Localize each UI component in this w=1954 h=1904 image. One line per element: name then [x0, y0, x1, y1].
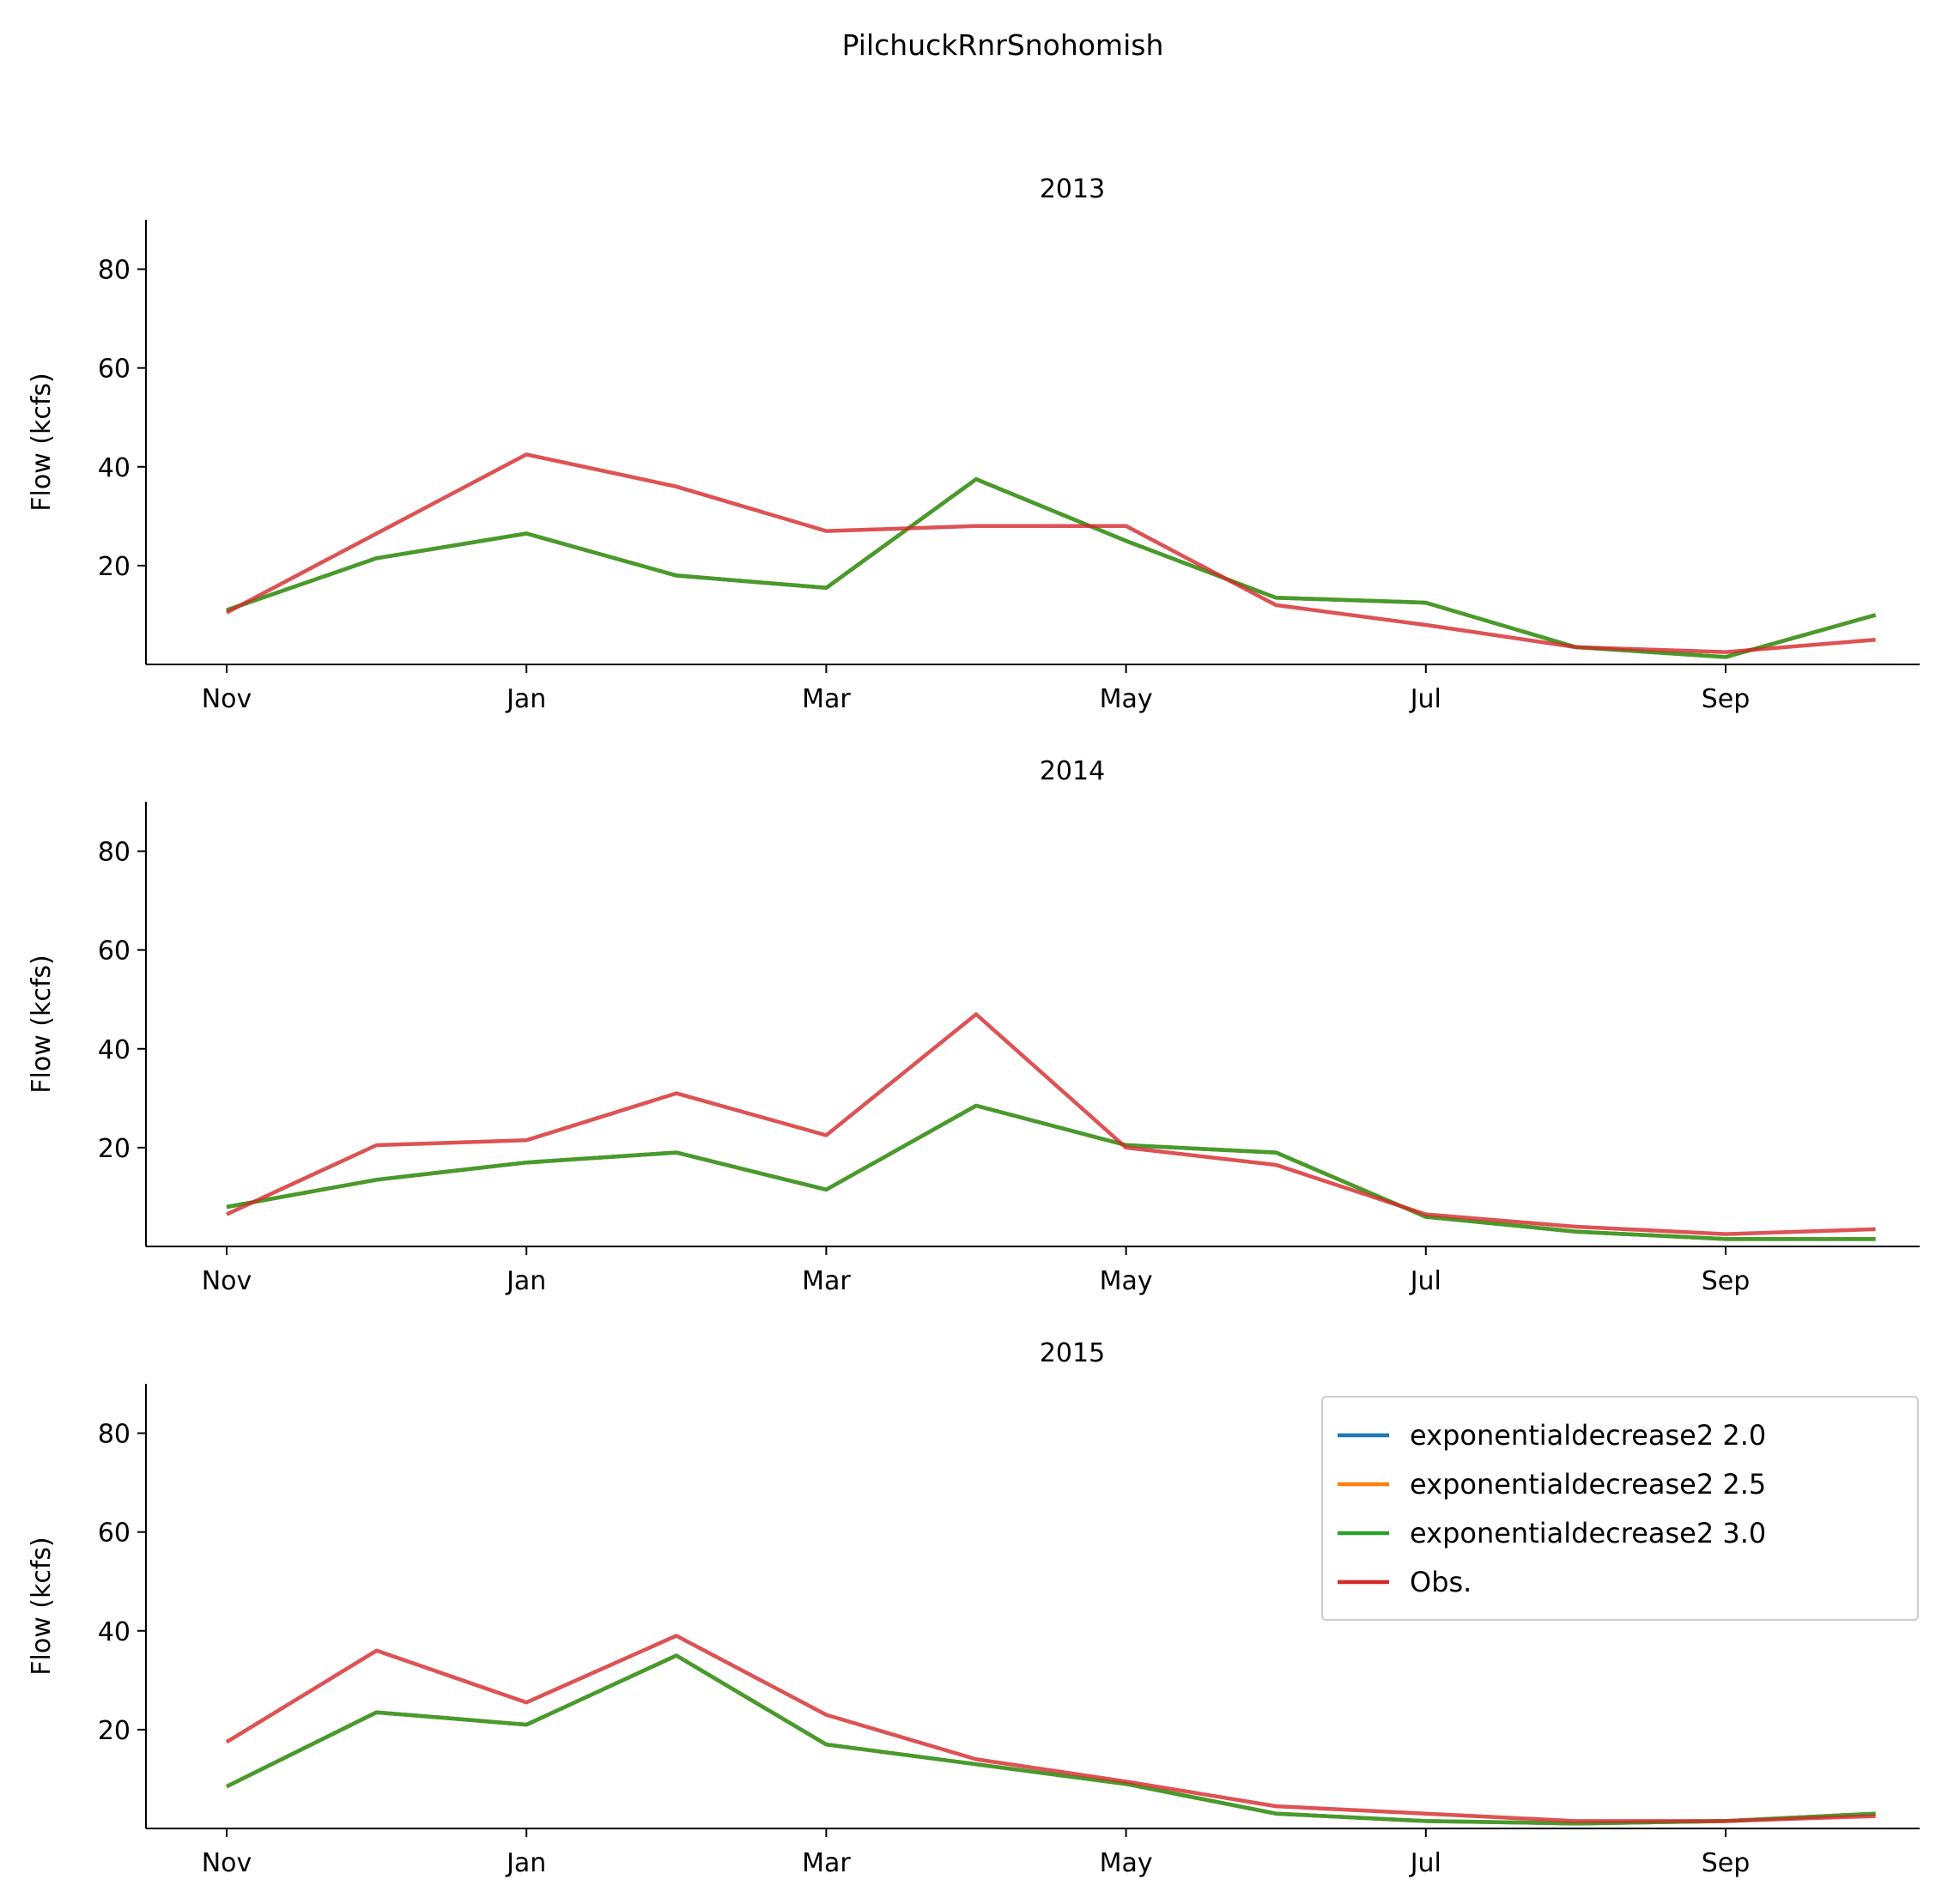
x-tick-label: Nov [202, 1266, 252, 1296]
panel-2015: 2015 Flow (kcfs) 20 40 60 80 Nov Jan Mar May Jul Se… [27, 1338, 1920, 1878]
x-tick-label: May [1100, 1848, 1153, 1878]
x-tick-label: Nov [202, 1848, 252, 1878]
legend-frame [1321, 1396, 1919, 1621]
x-tick-label: Sep [1702, 1848, 1751, 1878]
y-tick-label: 40 [98, 453, 130, 483]
y-axis-label: Flow (kcfs) [27, 955, 57, 1093]
x-tick-label: Jan [505, 1848, 546, 1878]
panel-title: 2014 [1040, 756, 1105, 786]
x-tick-label: Sep [1702, 1266, 1751, 1296]
panel-2013: 2013 Flow (kcfs) 20 40 60 80 Nov Jan Mar May Jul Se… [27, 174, 1920, 714]
legend-label: exponentialdecrease2 3.0 [1410, 1517, 1766, 1549]
x-tick-label: Mar [802, 684, 851, 714]
y-tick-label: 80 [98, 256, 130, 286]
y-tick-label: 60 [98, 937, 130, 967]
x-tick-label: Nov [202, 684, 252, 714]
y-tick-label: 60 [98, 355, 130, 385]
series-line-exponentialdecrease2-3-0 [226, 476, 1877, 659]
y-tick-label: 80 [98, 838, 130, 868]
legend-label: exponentialdecrease2 2.0 [1410, 1419, 1766, 1452]
series-line-obs- [226, 1012, 1876, 1236]
y-tick-label: 20 [98, 1716, 130, 1746]
y-tick-label: 20 [98, 1134, 130, 1164]
y-tick-label: 20 [98, 552, 130, 582]
y-tick-label: 60 [98, 1519, 130, 1549]
series-line-exponentialdecrease2-2-5 [226, 476, 1877, 659]
series-line-exponentialdecrease2-3-0 [226, 1103, 1876, 1241]
panel-title: 2015 [1040, 1338, 1105, 1368]
series-line-exponentialdecrease2-2-0 [226, 1653, 1876, 1826]
x-tick-label: Mar [802, 1266, 851, 1296]
legend: exponentialdecrease2 2.0 exponentialdecre… [1321, 1396, 1919, 1621]
y-axis-label: Flow (kcfs) [27, 1537, 57, 1675]
x-tick-label: Jul [1409, 1848, 1441, 1878]
panel-2014: 2014 Flow (kcfs) 20 40 60 80 Nov Jan Mar May Jul Se… [27, 756, 1920, 1296]
x-tick-label: Mar [802, 1848, 851, 1878]
series-line-exponentialdecrease2-2-0 [226, 476, 1877, 659]
x-tick-label: Jan [505, 684, 546, 714]
y-tick-label: 40 [98, 1035, 130, 1065]
figure-suptitle: PilchuckRnrSnohomish [842, 28, 1164, 62]
y-axis-label: Flow (kcfs) [27, 373, 57, 511]
x-tick-label: May [1100, 1266, 1153, 1296]
x-tick-label: May [1100, 684, 1153, 714]
x-tick-label: Jul [1409, 1266, 1441, 1296]
y-tick-label: 40 [98, 1617, 130, 1647]
x-tick-label: Sep [1702, 684, 1751, 714]
series-line-obs- [225, 1634, 1876, 1823]
x-tick-label: Jul [1409, 684, 1441, 714]
x-tick-label: Jan [505, 1266, 546, 1296]
series-line-obs- [225, 452, 1876, 654]
series-line-exponentialdecrease2-3-0 [226, 1653, 1876, 1826]
panel-title: 2013 [1040, 174, 1105, 204]
series-line-exponentialdecrease2-2-5 [226, 1653, 1876, 1826]
legend-label: exponentialdecrease2 2.5 [1410, 1468, 1766, 1501]
y-tick-label: 80 [98, 1420, 130, 1450]
legend-label: Obs. [1410, 1566, 1472, 1598]
